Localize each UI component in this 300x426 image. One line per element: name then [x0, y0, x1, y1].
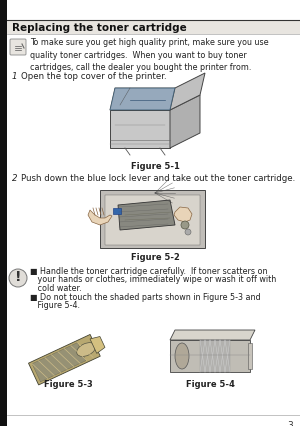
FancyBboxPatch shape [248, 343, 252, 369]
Polygon shape [32, 343, 86, 382]
Text: !: ! [15, 270, 21, 284]
Circle shape [181, 221, 189, 229]
FancyBboxPatch shape [10, 39, 26, 55]
Polygon shape [174, 207, 192, 222]
Text: To make sure you get high quality print, make sure you use
quality toner cartrid: To make sure you get high quality print,… [30, 38, 268, 72]
Circle shape [9, 269, 27, 287]
Text: Figure 5-4: Figure 5-4 [186, 380, 234, 389]
Text: ■ Handle the toner cartridge carefully.  If toner scatters on: ■ Handle the toner cartridge carefully. … [30, 267, 268, 276]
Polygon shape [28, 334, 100, 385]
Polygon shape [118, 200, 175, 230]
Polygon shape [90, 337, 105, 354]
FancyBboxPatch shape [7, 20, 300, 34]
Text: Figure 5-4.: Figure 5-4. [30, 301, 80, 310]
Polygon shape [170, 95, 200, 148]
Text: Figure 5-3: Figure 5-3 [44, 380, 92, 389]
Polygon shape [170, 73, 205, 110]
Polygon shape [100, 190, 205, 248]
FancyBboxPatch shape [113, 208, 121, 214]
Text: 1: 1 [11, 72, 17, 81]
Ellipse shape [77, 343, 95, 357]
Text: ■ Do not touch the shaded parts shown in Figure 5-3 and: ■ Do not touch the shaded parts shown in… [30, 293, 261, 302]
Text: your hands or clothes, immediately wipe or wash it off with: your hands or clothes, immediately wipe … [30, 276, 276, 285]
Polygon shape [110, 88, 175, 110]
Text: Figure 5-1: Figure 5-1 [130, 162, 179, 171]
Text: Replacing the toner cartridge: Replacing the toner cartridge [12, 23, 187, 33]
FancyBboxPatch shape [7, 0, 300, 426]
Text: 3: 3 [287, 421, 293, 426]
Polygon shape [200, 340, 230, 372]
Polygon shape [170, 330, 255, 340]
Text: cold water.: cold water. [30, 284, 82, 293]
Polygon shape [110, 110, 170, 148]
FancyBboxPatch shape [170, 340, 250, 372]
Polygon shape [88, 210, 112, 225]
Circle shape [185, 229, 191, 235]
Text: Push down the blue lock lever and take out the toner cartridge.: Push down the blue lock lever and take o… [21, 174, 295, 183]
Ellipse shape [175, 343, 189, 369]
Text: Figure 5-2: Figure 5-2 [130, 253, 179, 262]
Text: 2: 2 [11, 174, 17, 183]
Text: Open the top cover of the printer.: Open the top cover of the printer. [21, 72, 166, 81]
Polygon shape [110, 88, 175, 110]
FancyBboxPatch shape [0, 0, 7, 426]
Polygon shape [105, 195, 200, 245]
